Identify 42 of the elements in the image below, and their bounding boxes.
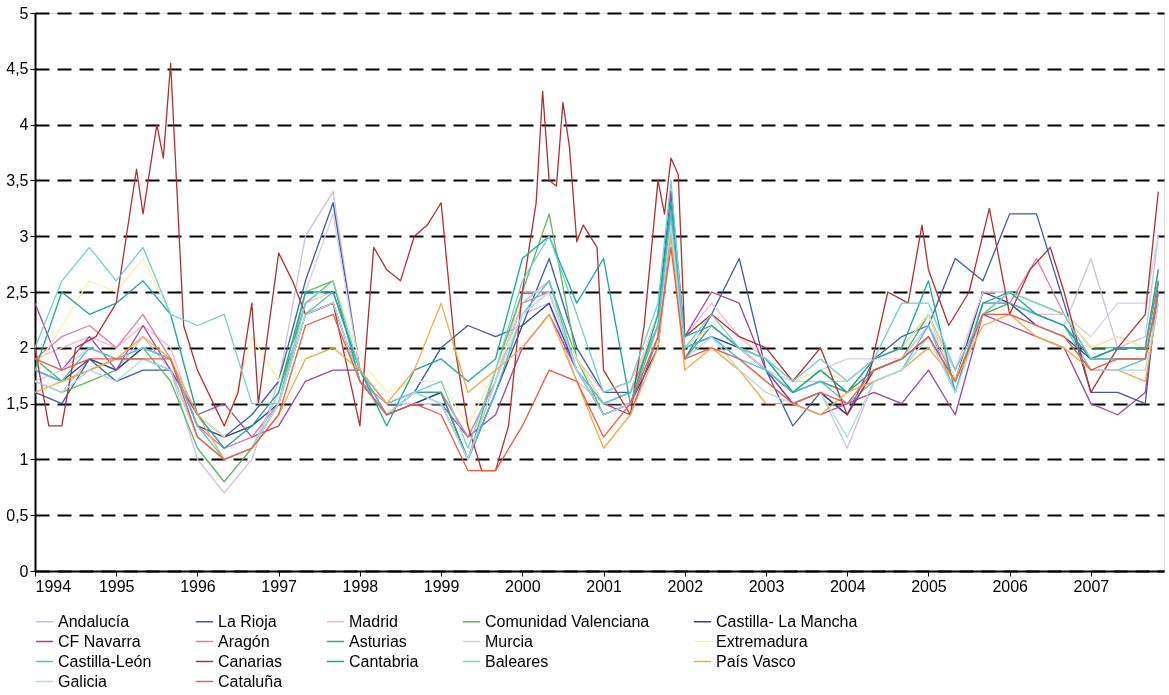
x-tick-label: 1994 [35,577,72,595]
y-tick-label: 3 [19,227,29,245]
y-tick-label: 2,5 [6,283,29,301]
y-tick-label: 4 [19,116,29,134]
x-tick-label: 1997 [261,577,298,595]
x-tick-label: 2003 [748,577,785,595]
legend-label: La Rioja [218,612,277,630]
y-tick-label: 2 [19,339,29,357]
legend-label: CF Navarra [58,632,141,650]
y-tick-label: 4,5 [6,60,29,78]
y-tick-label: 0 [19,562,29,580]
legend-label: Galicia [58,672,108,690]
legend-label: Andalucía [58,612,130,630]
y-tick-label: 0,5 [6,506,29,524]
x-tick-label: 2002 [667,577,704,595]
x-tick-label: 2004 [829,577,866,595]
legend-label: Castilla- La Mancha [716,612,858,630]
legend-label: Murcia [485,632,534,650]
legend-label: Asturias [349,632,407,650]
legend-label: Comunidad Valenciana [485,612,650,630]
x-tick-label: 2005 [911,577,947,595]
y-tick-label: 1 [19,450,29,468]
legend-label: Baleares [485,652,549,670]
x-tick-label: 2006 [992,577,1029,595]
legend-label: Canarias [218,652,283,670]
legend-label: Extremadura [716,632,808,650]
x-tick-label: 2000 [505,577,541,595]
x-tick-label: 1996 [180,577,216,595]
legend-label: País Vasco [716,652,796,670]
x-tick-label: 1998 [342,577,379,595]
x-tick-label: 2001 [586,577,622,595]
legend-label: Cataluña [218,672,283,690]
legend-label: Castilla-León [58,652,152,670]
y-tick-label: 3,5 [6,171,29,189]
legend-label: Madrid [349,612,398,630]
x-tick-label: 1999 [423,577,460,595]
x-tick-label: 1995 [98,577,135,595]
y-tick-label: 1,5 [6,395,29,413]
x-tick-label: 2007 [1073,577,1110,595]
legend-label: Cantabria [349,652,419,670]
y-tick-label: 5 [19,4,29,22]
legend-label: Aragón [218,632,270,650]
